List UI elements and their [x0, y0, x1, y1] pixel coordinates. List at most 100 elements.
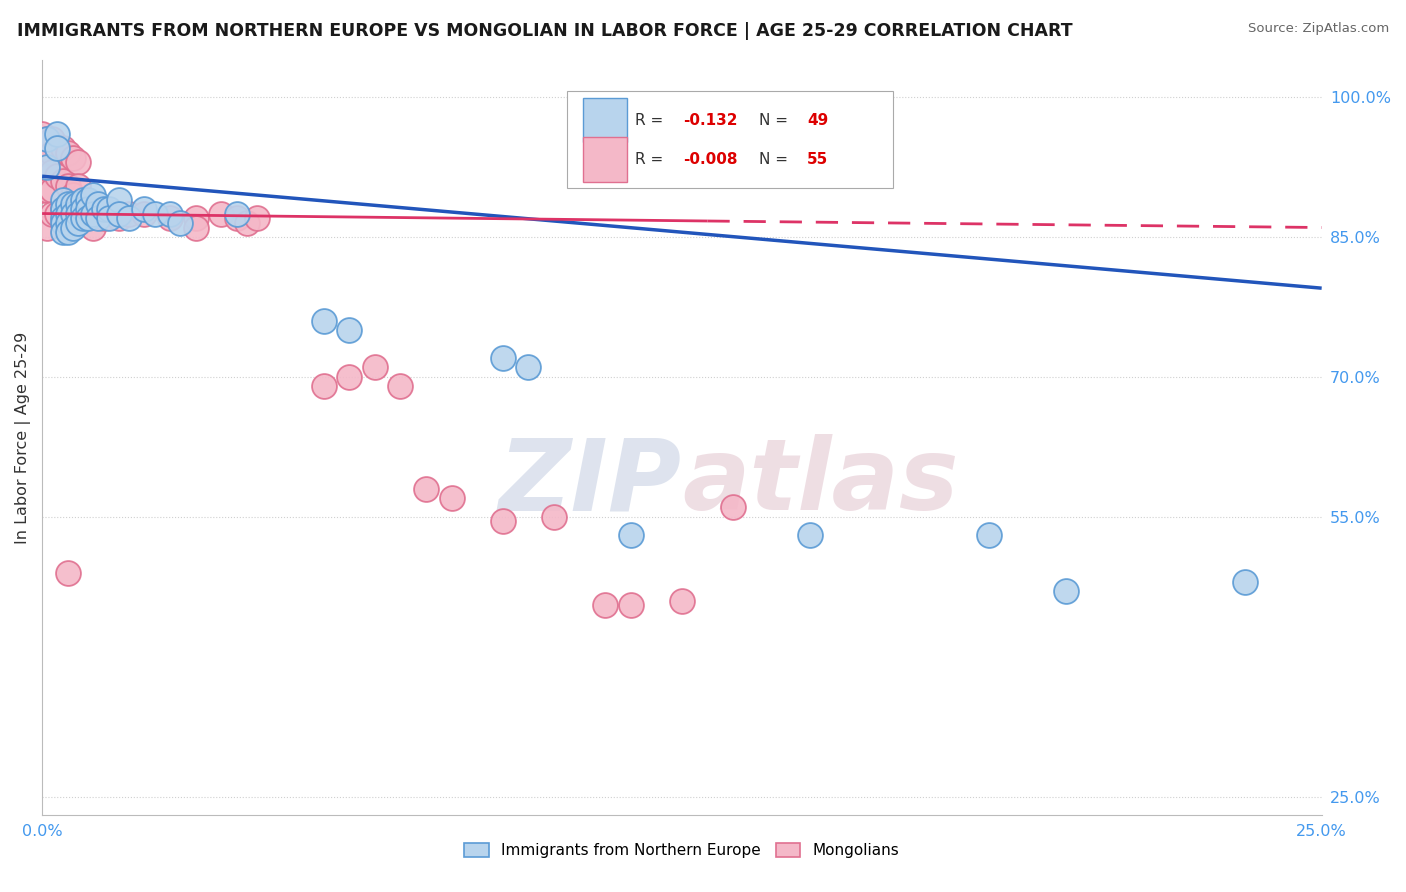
- Point: [46, 141, 69, 155]
- Point: [52, 141, 75, 155]
- Point: [56, 206, 79, 220]
- FancyBboxPatch shape: [583, 98, 627, 143]
- Point: [37, 132, 59, 146]
- Point: [62, 197, 84, 211]
- Point: [72, 202, 94, 216]
- Text: Source: ZipAtlas.com: Source: ZipAtlas.com: [1249, 22, 1389, 36]
- Point: [236, 216, 259, 230]
- Point: [41, 132, 63, 146]
- Point: [82, 220, 104, 235]
- Point: [66, 155, 89, 169]
- Point: [517, 360, 540, 375]
- Point: [52, 202, 75, 216]
- Point: [337, 369, 360, 384]
- Point: [337, 323, 360, 337]
- Point: [56, 211, 79, 226]
- Point: [56, 197, 79, 211]
- Point: [389, 379, 412, 393]
- Point: [593, 599, 616, 613]
- Point: [97, 202, 120, 216]
- Point: [56, 145, 79, 160]
- Point: [66, 178, 89, 193]
- Point: [37, 183, 59, 197]
- Point: [66, 211, 89, 226]
- Point: [72, 206, 94, 220]
- Point: [246, 211, 269, 226]
- Point: [87, 197, 110, 211]
- Point: [799, 528, 821, 542]
- Point: [159, 206, 181, 220]
- Point: [97, 211, 120, 226]
- Text: N =: N =: [759, 112, 793, 128]
- Point: [52, 225, 75, 239]
- Point: [77, 211, 100, 226]
- Point: [225, 211, 247, 226]
- Point: [671, 593, 693, 607]
- FancyBboxPatch shape: [567, 91, 893, 188]
- Point: [1233, 575, 1256, 590]
- Point: [72, 211, 94, 226]
- Point: [620, 528, 643, 542]
- Point: [62, 187, 84, 202]
- Point: [82, 187, 104, 202]
- Point: [143, 206, 166, 220]
- Point: [415, 482, 437, 496]
- Point: [56, 566, 79, 580]
- Point: [87, 211, 110, 226]
- Point: [62, 206, 84, 220]
- Point: [118, 211, 141, 226]
- Point: [46, 141, 69, 155]
- Point: [66, 216, 89, 230]
- Point: [56, 225, 79, 239]
- Point: [364, 360, 387, 375]
- Point: [46, 127, 69, 141]
- Point: [66, 197, 89, 211]
- Text: atlas: atlas: [682, 434, 959, 532]
- Point: [1054, 584, 1077, 599]
- Point: [52, 211, 75, 226]
- Point: [134, 206, 156, 220]
- Point: [41, 183, 63, 197]
- Point: [52, 216, 75, 230]
- Point: [56, 178, 79, 193]
- Legend: Immigrants from Northern Europe, Mongolians: Immigrants from Northern Europe, Mongoli…: [458, 837, 905, 864]
- Point: [77, 202, 100, 216]
- Point: [169, 216, 191, 230]
- Point: [52, 202, 75, 216]
- Point: [440, 491, 463, 505]
- Point: [93, 211, 115, 226]
- Point: [41, 206, 63, 220]
- Text: 55: 55: [807, 152, 828, 167]
- Text: R =: R =: [634, 112, 668, 128]
- Point: [620, 599, 643, 613]
- Point: [209, 206, 232, 220]
- Point: [312, 379, 335, 393]
- Point: [977, 528, 1000, 542]
- Point: [66, 206, 89, 220]
- Text: -0.132: -0.132: [683, 112, 738, 128]
- Text: ZIP: ZIP: [499, 434, 682, 532]
- Point: [77, 193, 100, 207]
- Point: [184, 211, 207, 226]
- Point: [108, 206, 131, 220]
- Text: 49: 49: [807, 112, 828, 128]
- Point: [37, 220, 59, 235]
- Point: [62, 220, 84, 235]
- Point: [134, 202, 156, 216]
- Point: [492, 351, 515, 366]
- Point: [37, 145, 59, 160]
- Point: [37, 164, 59, 178]
- Point: [492, 515, 515, 529]
- Point: [41, 145, 63, 160]
- Point: [312, 314, 335, 328]
- Text: IMMIGRANTS FROM NORTHERN EUROPE VS MONGOLIAN IN LABOR FORCE | AGE 25-29 CORRELAT: IMMIGRANTS FROM NORTHERN EUROPE VS MONGO…: [17, 22, 1073, 40]
- Text: N =: N =: [759, 152, 793, 167]
- Text: R =: R =: [634, 152, 668, 167]
- Point: [93, 202, 115, 216]
- Point: [31, 127, 53, 141]
- Point: [37, 160, 59, 174]
- Point: [225, 206, 247, 220]
- Point: [108, 193, 131, 207]
- Point: [46, 206, 69, 220]
- Point: [721, 500, 744, 515]
